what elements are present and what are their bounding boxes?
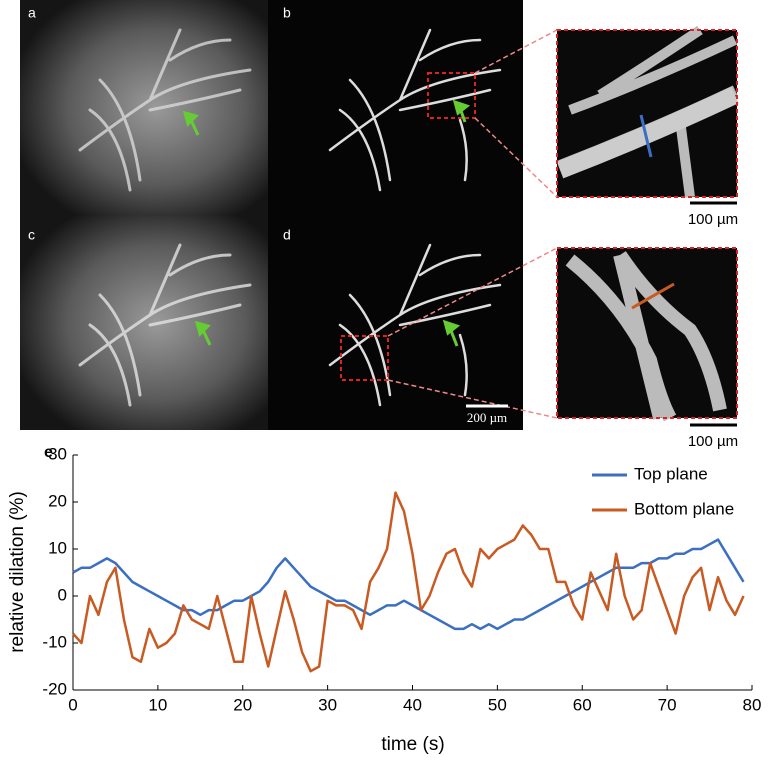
arrows <box>182 99 471 347</box>
panel-label: e <box>44 444 53 461</box>
scale-label: 200 µm <box>467 410 507 425</box>
inset-vessel <box>556 86 739 179</box>
y-tick-label: 10 <box>48 538 67 557</box>
x-tick-label: 30 <box>318 695 337 714</box>
scale-label: 100 µm <box>688 433 738 450</box>
x-tick-label: 50 <box>488 695 507 714</box>
panel-label: a <box>28 5 36 21</box>
vessels <box>78 28 502 407</box>
scale-label: 100 µm <box>688 211 738 228</box>
panel-label: d <box>283 227 291 243</box>
scale-bars <box>466 201 737 427</box>
y-axis-label: relative dilation (%) <box>7 491 28 653</box>
x-tick-label: 60 <box>573 695 592 714</box>
x-tick-label: 0 <box>68 695 77 714</box>
panel-a <box>20 0 268 215</box>
legend-label: Bottom plane <box>634 499 734 518</box>
inset-vessels <box>565 251 727 422</box>
y-tick-label: -20 <box>42 679 67 698</box>
series-line <box>72 538 745 631</box>
y-tick-label: 30 <box>48 444 67 463</box>
measure-line <box>639 114 653 158</box>
zoom-boxes <box>340 29 738 419</box>
zoom-connectors <box>387 29 558 419</box>
legend-label: Top plane <box>634 464 708 483</box>
x-tick-label: 70 <box>658 695 677 714</box>
image-panels <box>20 0 739 430</box>
panel-label: b <box>283 5 291 21</box>
y-tick-label: 0 <box>58 585 67 604</box>
y-tick-label: 20 <box>48 491 67 510</box>
x-axis-label: time (s) <box>381 734 444 755</box>
panel-label: c <box>28 227 35 243</box>
x-tick-label: 10 <box>148 695 167 714</box>
y-tick-label: -10 <box>42 632 67 651</box>
x-tick-label: 20 <box>233 695 252 714</box>
series-line <box>72 491 745 673</box>
measure-line <box>631 282 675 310</box>
x-tick-label: 80 <box>743 695 762 714</box>
line-chart: time (s) relative dilation (%) 0 10 20 30 40… <box>7 444 761 755</box>
x-tick-label: 40 <box>403 695 422 714</box>
panel-c <box>20 215 268 430</box>
panel-labels: a b c d e 100 µm 100 µm 200 µm <box>28 5 738 462</box>
panel-d <box>268 215 523 430</box>
panel-b <box>268 0 523 215</box>
